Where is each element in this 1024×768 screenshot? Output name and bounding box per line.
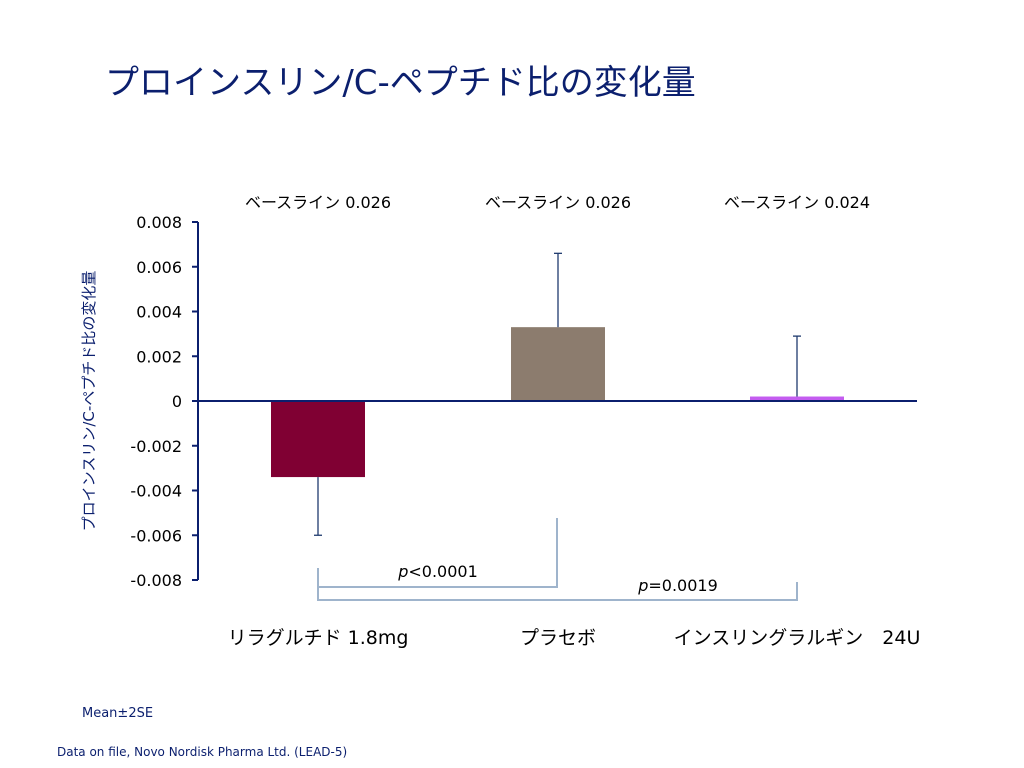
- y-tick-label: -0.008: [130, 571, 182, 590]
- baseline-label: ベースライン 0.024: [724, 193, 870, 212]
- baseline-label: ベースライン 0.026: [245, 193, 391, 212]
- mean-se-note: Mean±2SE: [82, 706, 154, 721]
- y-tick-label: 0.006: [136, 258, 182, 277]
- y-tick-label: 0: [172, 392, 182, 411]
- source-note: Data on file, Novo Nordisk Pharma Ltd. (…: [57, 745, 348, 759]
- slide-title: プロインスリン/C-ペプチド比の変化量: [105, 63, 696, 103]
- bar: [511, 327, 605, 401]
- y-tick-label: 0.008: [136, 213, 182, 232]
- significance-bracket: [317, 582, 798, 601]
- p-value-label: p=0.0019: [637, 576, 718, 595]
- y-axis-title: プロインスリン/C-ペプチド比の変化量: [80, 271, 98, 532]
- y-tick-label: -0.004: [130, 482, 182, 501]
- y-tick-label: -0.006: [130, 526, 182, 545]
- baseline-label: ベースライン 0.026: [485, 193, 631, 212]
- significance-bracket: [317, 518, 558, 588]
- y-tick-label: 0.002: [136, 347, 182, 366]
- p-value-label: p<0.0001: [397, 562, 478, 581]
- y-tick-label: -0.002: [130, 437, 182, 456]
- bar: [271, 401, 365, 478]
- category-label: インスリングラルギン 24U: [674, 627, 921, 649]
- category-label: プラセボ: [520, 627, 596, 649]
- y-tick-label: 0.004: [136, 303, 182, 322]
- bar: [750, 396, 844, 401]
- category-label: リラグルチド 1.8mg: [228, 627, 409, 649]
